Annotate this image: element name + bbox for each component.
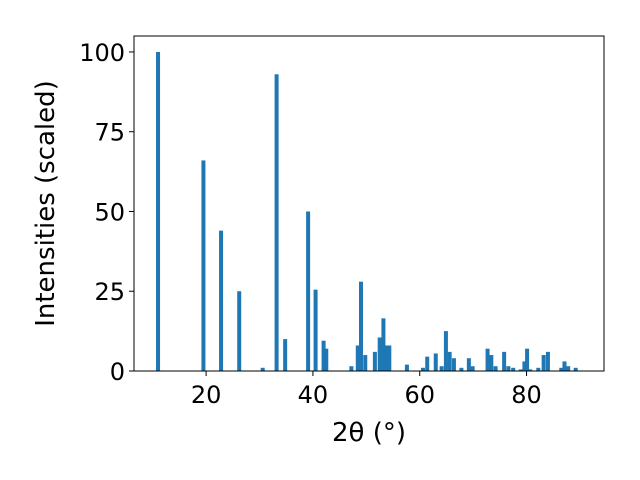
bar: [466, 358, 471, 371]
bar: [201, 160, 206, 371]
bar: [274, 74, 279, 372]
bar: [237, 291, 242, 371]
bar: [363, 355, 368, 371]
bar: [459, 367, 464, 371]
y-tick-label: 75: [94, 119, 125, 147]
y-tick-label: 0: [110, 358, 125, 386]
bar: [545, 351, 550, 371]
bar: [377, 337, 382, 371]
y-axis-label: Intensities (scaled): [31, 80, 61, 327]
bar: [420, 367, 425, 371]
bar: [493, 366, 498, 371]
x-tick-label: 40: [298, 381, 329, 409]
bar: [384, 345, 389, 371]
x-tick-label: 80: [511, 381, 542, 409]
bar: [511, 367, 516, 371]
bar: [387, 345, 392, 371]
bar: [355, 345, 360, 371]
x-tick-label: 60: [404, 381, 435, 409]
bar: [425, 356, 430, 371]
bar: [324, 348, 329, 371]
bar: [439, 366, 444, 371]
x-ticks: 20 40 60 80: [191, 371, 542, 409]
bar: [219, 230, 224, 371]
bar: [489, 355, 494, 371]
plot-frame: [133, 35, 605, 372]
bar: [525, 348, 530, 371]
bar: [433, 353, 438, 371]
bar: [313, 289, 318, 371]
y-tick-label: 25: [94, 278, 125, 306]
y-tick-label: 50: [94, 198, 125, 226]
bar: [358, 281, 363, 371]
bar: [502, 351, 507, 371]
bar: [156, 51, 161, 371]
bar: [283, 339, 288, 371]
bar: [536, 367, 541, 371]
bar: [306, 211, 311, 371]
x-axis-label: 2θ (°): [332, 418, 406, 448]
bar: [447, 351, 452, 371]
bar: [573, 367, 578, 371]
bar: [562, 361, 567, 371]
bar: [443, 331, 448, 371]
x-tick-label: 20: [191, 381, 222, 409]
bar: [485, 348, 490, 371]
bar: [522, 361, 527, 371]
bar: [470, 366, 475, 371]
bars-group: [156, 51, 578, 372]
bar: [349, 366, 354, 371]
bar: [528, 369, 533, 371]
bar: [381, 318, 386, 371]
y-tick-label: 100: [79, 39, 125, 67]
y-ticks: 0 25 50 75 100: [79, 39, 134, 386]
bar: [559, 367, 564, 371]
bar: [451, 358, 456, 371]
bar: [506, 366, 511, 371]
bar: [404, 364, 409, 371]
bar: [518, 369, 523, 371]
bar: [321, 340, 326, 371]
bar: [260, 367, 265, 371]
bar: [541, 355, 546, 371]
bar: [372, 351, 377, 371]
bar: [566, 366, 571, 371]
